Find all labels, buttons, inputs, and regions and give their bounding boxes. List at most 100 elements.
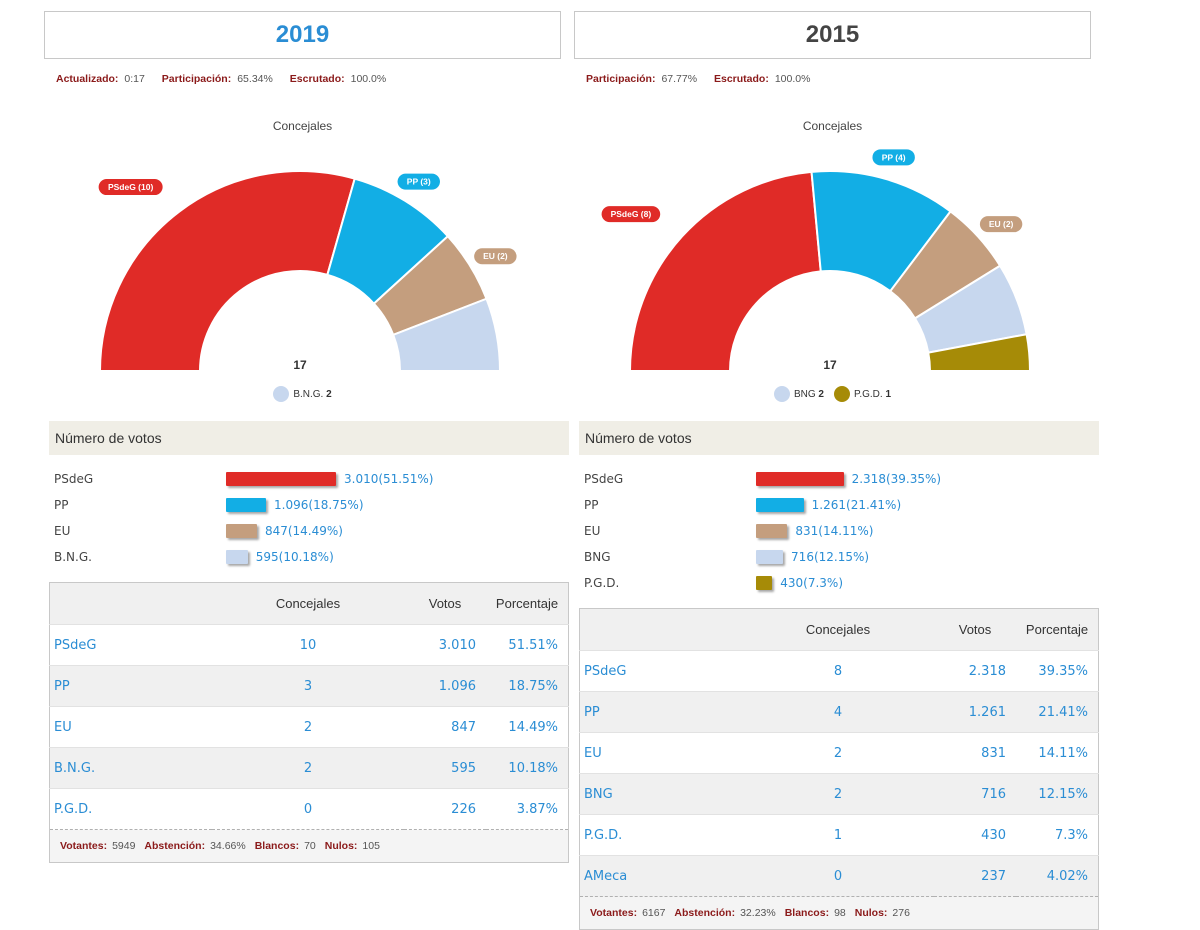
summary-stats: Actualizado: 0:17 Participación: 65.34% Es…	[56, 73, 400, 85]
footer-label: Blancos:	[254, 840, 300, 852]
summary-stats: Participación: 67.77% Escrutado: 100.0%	[586, 73, 824, 85]
seat-slice-psdeg[interactable]	[98, 170, 356, 372]
party-name: PP	[584, 498, 599, 512]
party-link[interactable]: PP	[49, 665, 212, 707]
table-row[interactable]: B.N.G. 2 595 10.18%	[49, 747, 569, 789]
footer-label: Votantes:	[60, 840, 108, 852]
vote-bar	[226, 498, 267, 512]
stat-label: Escrutado:	[289, 73, 345, 85]
svg-text:PP (4): PP (4)	[882, 152, 906, 162]
legend-item[interactable]: B.N.G. 2	[273, 386, 332, 402]
vote-value: 847(14.49%)	[264, 524, 343, 538]
seat-label-eu: EU (2)	[474, 248, 517, 265]
table-cell: 14.11%	[1016, 732, 1099, 774]
party-link[interactable]: P.G.D.	[49, 788, 212, 830]
party-link[interactable]: EU	[49, 706, 212, 748]
party-name: P.G.D.	[584, 576, 620, 590]
table-cell: 0	[742, 855, 934, 897]
table-cell: 226	[404, 788, 486, 830]
vote-bar-row: PSdeG 3.010(51.51%)	[54, 466, 564, 492]
table-cell: 2	[742, 773, 934, 815]
table-row[interactable]: PP 4 1.261 21.41%	[579, 691, 1099, 733]
vote-bar	[226, 524, 257, 538]
footer-value: 70	[304, 840, 316, 852]
legend-item[interactable]: P.G.D. 1	[833, 386, 892, 402]
table-cell: 1.261	[934, 691, 1016, 733]
party-link[interactable]: EU	[579, 732, 742, 774]
votes-section-header: Número de votos	[49, 421, 569, 455]
table-header-row: Concejales Votos Porcentaje	[49, 582, 569, 625]
table-cell: 14.49%	[486, 706, 569, 748]
vote-value: 3.010(51.51%)	[344, 472, 434, 486]
table-cell: 2	[212, 747, 404, 789]
party-link[interactable]: BNG	[579, 773, 742, 815]
chart-legend: BNG 2 P.G.D. 1	[574, 386, 1091, 402]
results-panel-2015: 2015 Participación: 67.77% Escrutado: 100.…	[574, 0, 1099, 930]
table-row[interactable]: BNG 2 716 12.15%	[579, 773, 1099, 815]
table-row[interactable]: P.G.D. 1 430 7.3%	[579, 814, 1099, 856]
footer-value: 34.66%	[210, 840, 246, 852]
table-cell: 2	[212, 706, 404, 748]
seat-label-eu: EU (2)	[979, 216, 1023, 233]
table-row[interactable]: AMeca 0 237 4.02%	[579, 855, 1099, 897]
footer-label: Abstención:	[674, 907, 736, 919]
column-header: Votos	[404, 582, 486, 625]
chart-title: Concejales	[802, 119, 863, 133]
svg-text:EU (2): EU (2)	[989, 219, 1014, 229]
column-header: Concejales	[212, 582, 404, 625]
table-cell: 4	[742, 691, 934, 733]
legend-seats: 2	[818, 388, 824, 400]
table-cell: 7.3%	[1016, 814, 1099, 856]
table-row[interactable]: PSdeG 10 3.010 51.51%	[49, 624, 569, 666]
year-header-2019: 2019	[44, 11, 561, 59]
svg-text:EU (2): EU (2)	[483, 251, 508, 261]
vote-value: 595(10.18%)	[255, 550, 334, 564]
legend-seats: 1	[885, 388, 892, 400]
party-link[interactable]: PSdeG	[579, 650, 742, 692]
seat-slice-pgd[interactable]	[927, 333, 1032, 372]
table-row[interactable]: PP 3 1.096 18.75%	[49, 665, 569, 707]
legend-seats: 2	[326, 388, 332, 400]
column-header: Porcentaje	[486, 582, 569, 625]
table-cell: 4.02%	[1016, 855, 1099, 897]
column-header: Porcentaje	[1016, 608, 1099, 651]
party-name: EU	[584, 524, 601, 538]
table-cell: 12.15%	[1016, 773, 1099, 815]
party-link[interactable]: PSdeG	[49, 624, 212, 666]
table-row[interactable]: EU 2 847 14.49%	[49, 706, 569, 748]
seat-label-pp: PP (4)	[872, 149, 915, 166]
footer-value: 32.23%	[740, 907, 776, 919]
party-link[interactable]: P.G.D.	[579, 814, 742, 856]
seat-label-psdeg: PSdeG (8)	[601, 206, 661, 223]
table-cell: 10.18%	[486, 747, 569, 789]
svg-text:PSdeG (8): PSdeG (8)	[611, 209, 652, 219]
party-name: PSdeG	[54, 472, 94, 486]
results-table: Concejales Votos Porcentaje PSdeG 10 3.010 51.…	[49, 582, 569, 863]
footer-label: Blancos:	[784, 907, 830, 919]
table-cell: 2.318	[934, 650, 1016, 692]
table-cell: 39.35%	[1016, 650, 1099, 692]
table-cell: 3.010	[404, 624, 486, 666]
table-header-row: Concejales Votos Porcentaje	[579, 608, 1099, 651]
stat-label: Participación:	[161, 73, 232, 85]
footer-label: Nulos:	[324, 840, 358, 852]
legend-label: B.N.G. 2	[293, 388, 332, 400]
vote-bar-row: EU 831(14.11%)	[584, 518, 1094, 544]
vote-value: 1.096(18.75%)	[274, 498, 364, 512]
seat-slice-psdeg[interactable]	[628, 170, 822, 372]
seat-slice-bng[interactable]	[391, 297, 502, 372]
table-cell: 3.87%	[486, 788, 569, 830]
table-cell: 51.51%	[486, 624, 569, 666]
chart-legend: B.N.G. 2	[44, 386, 561, 402]
table-row[interactable]: EU 2 831 14.11%	[579, 732, 1099, 774]
table-row[interactable]: P.G.D. 0 226 3.87%	[49, 788, 569, 830]
table-row[interactable]: PSdeG 8 2.318 39.35%	[579, 650, 1099, 692]
seats-hemicycle-chart: PSdeG (8) PP (4) EU (2) 17	[601, 149, 1032, 372]
party-link[interactable]: B.N.G.	[49, 747, 212, 789]
party-link[interactable]: AMeca	[579, 855, 742, 897]
legend-item[interactable]: BNG 2	[773, 386, 824, 402]
column-header: Concejales	[742, 608, 934, 651]
table-cell: 2	[742, 732, 934, 774]
party-link[interactable]: PP	[579, 691, 742, 733]
vote-value: 430(7.3%)	[780, 576, 844, 590]
